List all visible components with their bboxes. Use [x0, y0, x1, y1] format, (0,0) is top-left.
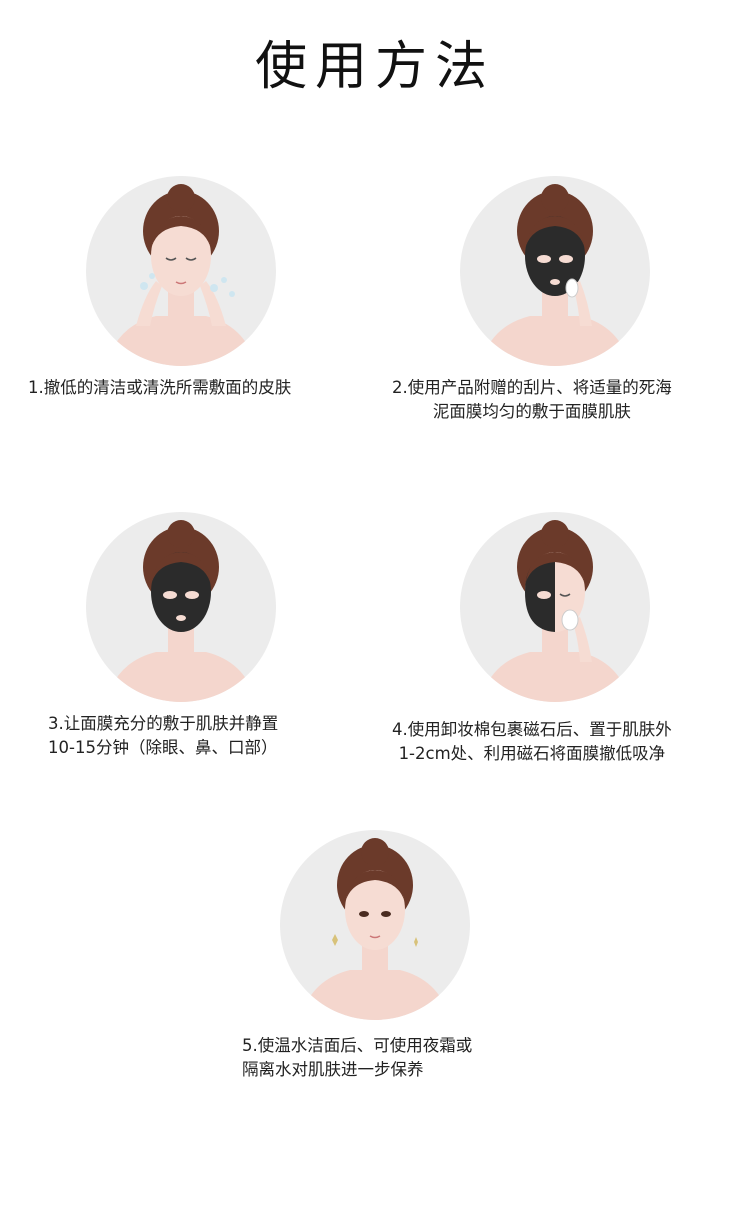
step-5-line-1: 5.使温水洁面后、可使用夜霜或: [242, 1036, 473, 1055]
face-washing-icon: [106, 184, 256, 366]
step-4-illustration: [460, 512, 650, 702]
step-5-illustration: [280, 830, 470, 1020]
page-title: 使用方法: [254, 37, 495, 97]
step-3-illustration: [86, 512, 276, 702]
step-2-illustration: [460, 176, 650, 366]
step-1-caption: 1.撤低的清洁或清洗所需敷面的皮肤: [28, 376, 291, 400]
clean-face-icon: [300, 838, 450, 1020]
step-5-caption: 5.使温水洁面后、可使用夜霜或 隔离水对肌肤进一步保养: [242, 1034, 472, 1082]
step-3-line-2: 10-15分钟（除眼、鼻、口部）: [48, 738, 278, 757]
step-2-caption: 2.使用产品附赠的刮片、将适量的死海 泥面膜均匀的敷于面膜肌肤: [392, 376, 672, 424]
step-4-caption: 4.使用卸妆棉包裹磁石后、置于肌肤外 1-2cm处、利用磁石将面膜撤低吸净: [392, 718, 672, 766]
step-1-line-1: 1.撤低的清洁或清洗所需敷面的皮肤: [28, 378, 292, 397]
step-3-line-1: 3.让面膜充分的敷于肌肤并静置: [48, 714, 279, 733]
step-4-line-1: 4.使用卸妆棉包裹磁石后、置于肌肤外: [392, 720, 672, 739]
step-5-line-2: 隔离水对肌肤进一步保养: [242, 1060, 424, 1079]
step-4-line-2: 1-2cm处、利用磁石将面膜撤低吸净: [398, 744, 666, 763]
step-2-line-1: 2.使用产品附赠的刮片、将适量的死海: [392, 378, 672, 397]
step-2-line-2: 泥面膜均匀的敷于面膜肌肤: [432, 402, 631, 421]
mask-removing-icon: [480, 520, 630, 702]
step-1-illustration: [86, 176, 276, 366]
mask-applying-icon: [480, 184, 630, 366]
mask-full-icon: [106, 520, 256, 702]
step-3-caption: 3.让面膜充分的敷于肌肤并静置 10-15分钟（除眼、鼻、口部）: [48, 712, 278, 760]
